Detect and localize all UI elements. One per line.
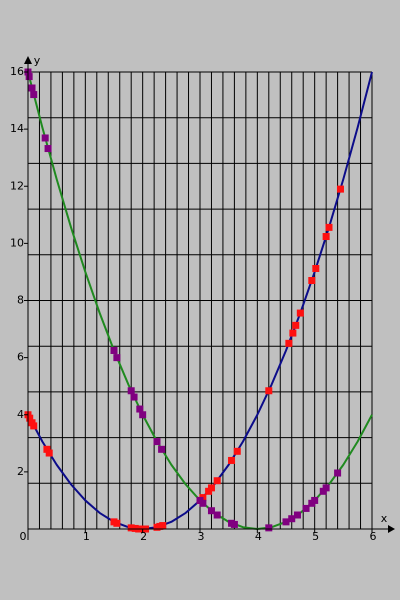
point: [26, 414, 34, 422]
y-axis-arrow: [24, 56, 32, 64]
point: [325, 223, 333, 231]
x-tick-label: 5: [312, 530, 319, 543]
point: [336, 185, 344, 193]
x-tick-label: 3: [198, 530, 205, 543]
point: [265, 387, 273, 395]
x-axis-arrow: [388, 525, 395, 533]
grid: [28, 71, 373, 529]
y-tick-label: 4: [17, 408, 24, 421]
point: [308, 277, 316, 285]
point: [230, 520, 238, 528]
y-tick-label: 8: [17, 294, 24, 307]
point: [45, 449, 53, 457]
point: [159, 522, 167, 530]
point: [41, 134, 49, 142]
y-tick-label: 14: [10, 122, 24, 135]
point: [28, 84, 36, 92]
x-tick-label: 6: [370, 530, 377, 543]
point: [30, 91, 38, 99]
x-tick-label: 2: [140, 530, 147, 543]
point: [110, 346, 118, 354]
point: [207, 484, 215, 492]
point: [322, 484, 330, 492]
point: [292, 321, 300, 329]
point: [153, 438, 161, 446]
x-tick-label: 1: [83, 530, 90, 543]
y-tick-label: 2: [17, 465, 24, 478]
point: [213, 511, 221, 519]
x-tick-label: 0: [20, 530, 27, 543]
x-axis-label: x: [381, 512, 388, 525]
point: [302, 504, 310, 512]
point: [233, 447, 241, 455]
point: [228, 456, 236, 464]
point: [213, 477, 221, 485]
point: [30, 422, 38, 430]
point: [334, 469, 342, 477]
point: [265, 524, 273, 532]
point: [311, 496, 319, 504]
point: [127, 524, 135, 532]
point: [127, 387, 135, 395]
point: [293, 511, 301, 519]
point: [130, 393, 138, 401]
point: [43, 445, 51, 453]
point: [289, 329, 297, 337]
point: [207, 507, 215, 515]
y-tick-label: 16: [10, 65, 24, 78]
y-tick-label: 12: [10, 179, 24, 192]
point: [199, 499, 207, 507]
point: [25, 73, 33, 81]
y-axis-label: y: [34, 54, 41, 67]
point: [44, 145, 52, 153]
point: [113, 519, 121, 527]
y-tick-label: 6: [17, 351, 24, 364]
y-tick-label: 10: [10, 236, 24, 249]
point: [139, 411, 147, 419]
point: [296, 309, 304, 317]
point: [288, 515, 296, 523]
point: [136, 405, 144, 413]
point: [158, 445, 166, 453]
x-tick-label: 4: [255, 530, 262, 543]
point: [322, 233, 330, 241]
point: [282, 518, 290, 526]
point: [312, 265, 320, 273]
point: [285, 339, 293, 347]
point: [113, 354, 121, 362]
